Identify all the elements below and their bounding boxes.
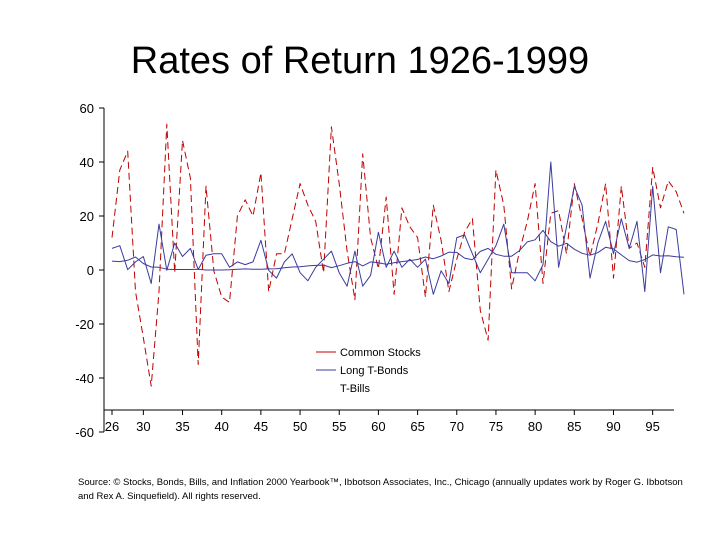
x-tick-label: 65: [410, 419, 424, 434]
x-tick-label: 70: [450, 419, 464, 434]
x-tick-label: 55: [332, 419, 346, 434]
y-tick-label: 60: [80, 101, 94, 116]
legend-label-common-stocks: Common Stocks: [340, 347, 421, 359]
x-tick-label: 95: [645, 419, 659, 434]
chart-svg: 60 40 20 0 -20 -40 -60 26 30 35 40 45 50 55 60 65 70 75 80…: [75, 101, 685, 440]
chart-legend: Common Stocks Long T-Bonds T-Bills: [316, 347, 421, 395]
chart-axes: 60 40 20 0 -20 -40 -60 26 30 35 40 45 50 55 60 65 70 75 80…: [75, 101, 674, 440]
legend-label-t-bills: T-Bills: [340, 383, 370, 395]
y-tick-label: -60: [75, 425, 94, 440]
y-tick-label: -20: [75, 317, 94, 332]
x-tick-label: 40: [214, 419, 228, 434]
series-line-common-stocks: [111, 123, 685, 387]
x-tick-label: 30: [136, 419, 150, 434]
x-tick-label: 60: [371, 419, 385, 434]
x-tick-label: 80: [528, 419, 542, 434]
series-line-long-t-bonds: [111, 161, 685, 295]
x-tick-label: 85: [567, 419, 581, 434]
y-tick-label: 40: [80, 155, 94, 170]
chart-container: 60 40 20 0 -20 -40 -60 26 30 35 40 45 50 55 60 65 70 75 80…: [0, 90, 720, 450]
x-tick-label: 26: [105, 419, 119, 434]
slide-title: Rates of Return 1926-1999: [130, 40, 590, 82]
source-note: Source: © Stocks, Bonds, Bills, and Infl…: [78, 477, 683, 502]
x-tick-label: 45: [254, 419, 268, 434]
chart-series: [111, 123, 685, 387]
legend-label-long-t-bonds: Long T-Bonds: [340, 365, 409, 377]
y-tick-label: 0: [87, 263, 94, 278]
y-tick-label: 20: [80, 209, 94, 224]
x-tick-label: 35: [175, 419, 189, 434]
series-line-t-bills: [111, 229, 685, 271]
x-tick-label: 75: [489, 419, 503, 434]
y-tick-label: -40: [75, 371, 94, 386]
x-tick-label: 90: [606, 419, 620, 434]
x-tick-label: 50: [293, 419, 307, 434]
